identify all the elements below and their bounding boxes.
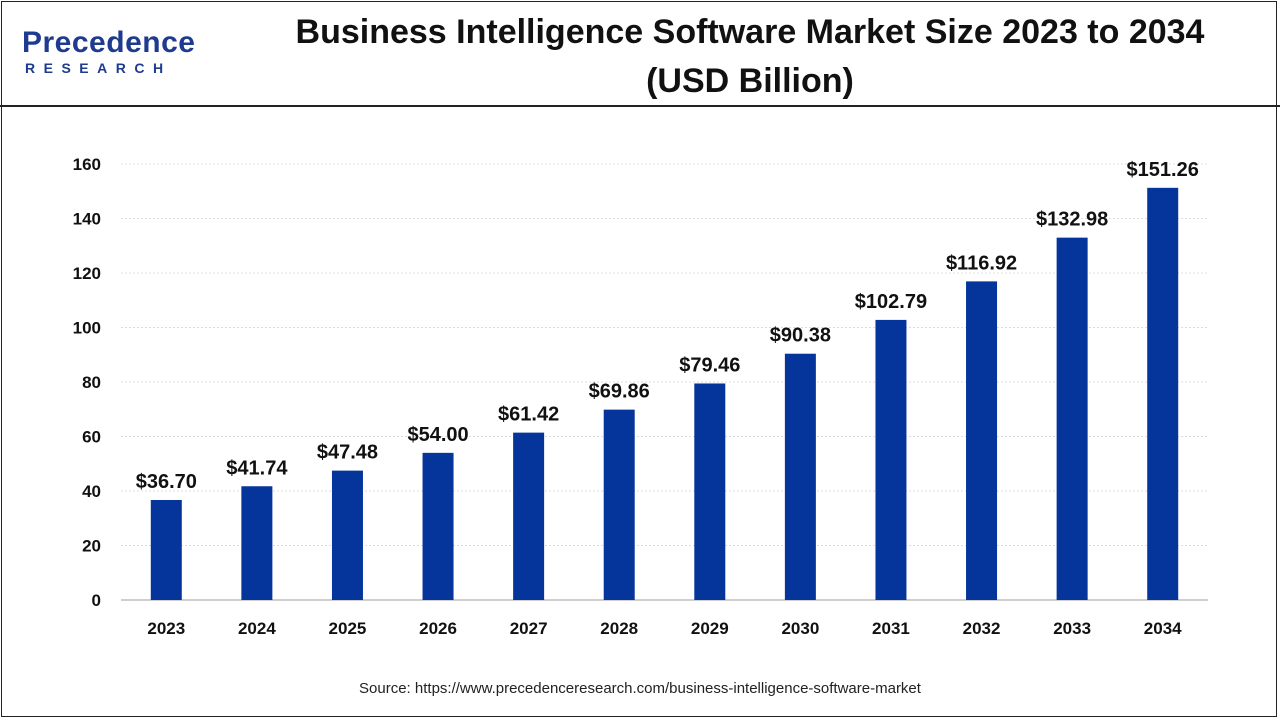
data-label: $79.46 [679,354,740,376]
bar [422,452,454,600]
logo-wordmark: Precedence [22,26,196,59]
data-label: $54.00 [407,424,468,446]
y-tick-label: 80 [82,373,101,392]
x-tick-label: 2026 [419,619,457,638]
source-note: Source: https://www.precedenceresearch.c… [359,680,921,697]
bar [241,486,273,600]
y-tick-label: 160 [73,155,101,174]
y-tick-label: 100 [73,319,101,338]
data-label: $102.79 [855,291,927,313]
bar [694,383,726,600]
x-tick-label: 2024 [238,619,276,638]
bar [784,353,816,600]
x-tick-label: 2028 [600,619,638,638]
data-label: $151.26 [1127,159,1199,181]
y-tick-label: 140 [73,210,101,229]
logo-subtitle: RESEARCH [25,60,172,76]
bar [875,319,907,600]
x-tick-label: 2023 [147,619,185,638]
data-label: $41.74 [226,457,288,479]
bar [966,281,998,600]
logo: Precedence RESEARCH [22,26,222,82]
x-tick-label: 2030 [781,619,819,638]
x-tick-label: 2032 [963,619,1001,638]
bar [513,432,545,600]
y-tick-label: 60 [82,428,101,447]
bar-chart: 0 20 40 60 80 100 120 140 160 $36.70 2023 $41.74 202… [73,155,1208,638]
bar [603,409,635,600]
bar [150,499,182,600]
chart-title: Business Intelligence Software Market Si… [295,13,1205,100]
y-tick-label: 20 [82,537,101,556]
x-tick-label: 2029 [691,619,729,638]
x-tick-label: 2025 [329,619,367,638]
x-tick-label: 2031 [872,619,910,638]
data-label: $61.42 [498,404,559,426]
x-tick-label: 2033 [1053,619,1091,638]
x-tick-label: 2034 [1144,619,1182,638]
data-label: $69.86 [589,381,650,403]
y-tick-label: 120 [73,264,101,283]
data-label: $36.70 [136,471,197,493]
data-label: $47.48 [317,442,378,464]
data-label: $116.92 [946,252,1017,274]
x-tick-label: 2027 [510,619,548,638]
y-tick-label: 40 [82,482,101,501]
data-label: $132.98 [1036,209,1108,231]
y-tick-label: 0 [92,591,101,610]
data-label: $90.38 [770,325,831,347]
bar [1056,237,1088,600]
bar [1147,187,1179,600]
header: Precedence RESEARCH Business Intelligenc… [0,0,1280,107]
bar [331,470,363,600]
